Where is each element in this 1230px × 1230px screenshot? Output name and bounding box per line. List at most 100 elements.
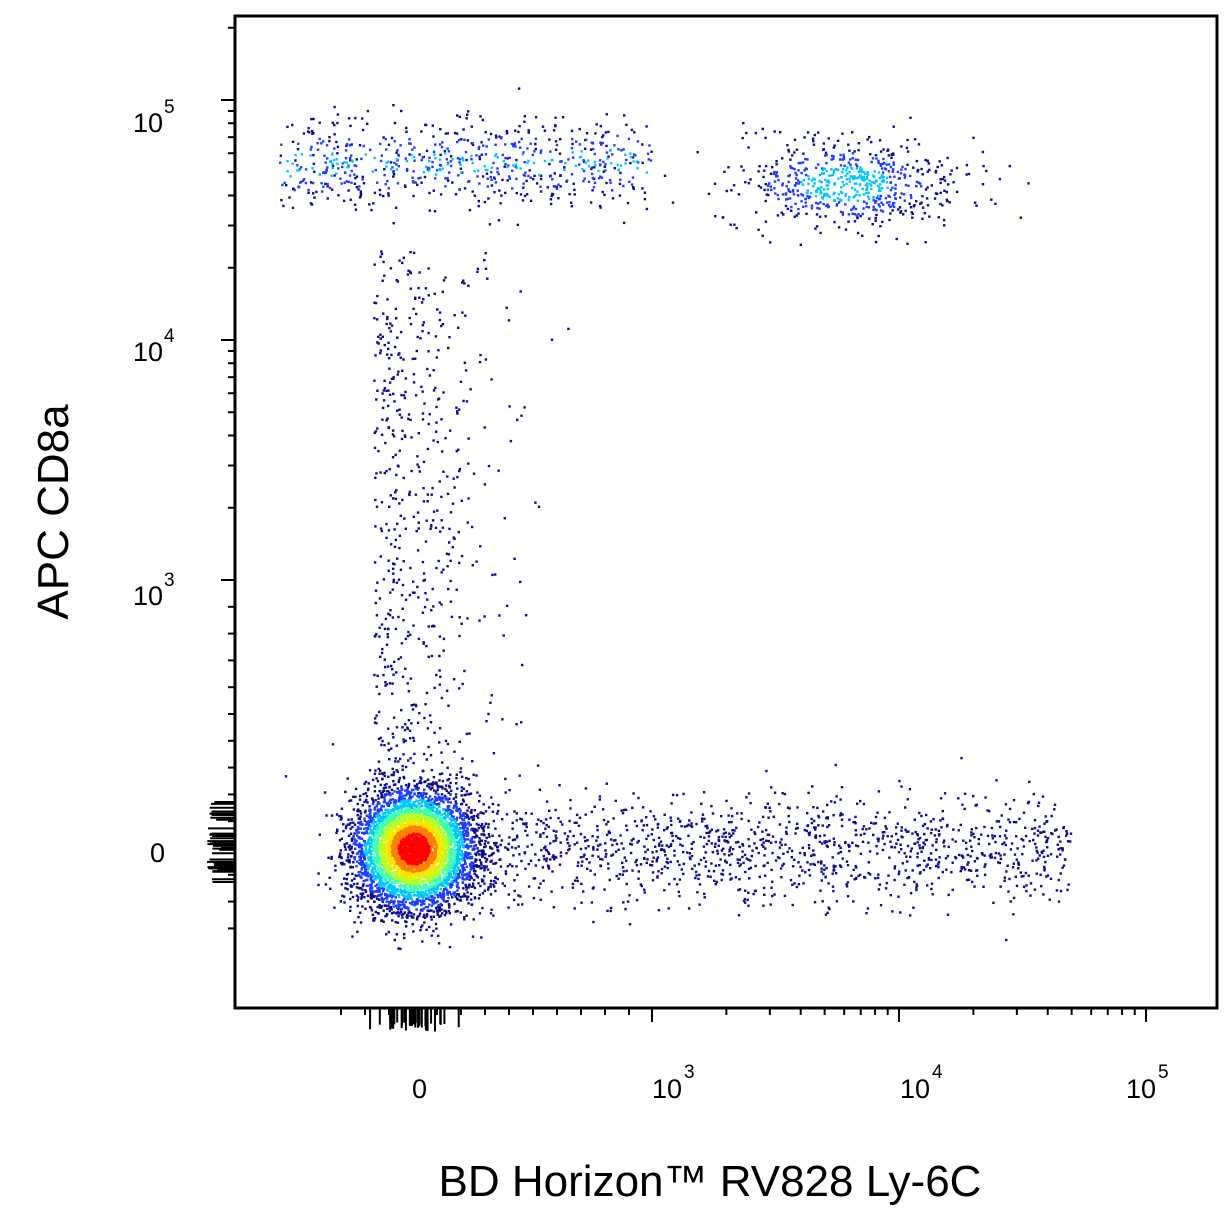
event-dot	[347, 165, 350, 169]
event-dot	[409, 677, 413, 680]
event-dot	[526, 834, 529, 837]
event-dot	[619, 171, 622, 175]
event-dot	[589, 148, 593, 151]
event-dot	[423, 780, 426, 784]
event-dot	[879, 904, 883, 907]
event-dot	[432, 135, 435, 138]
event-dot	[372, 894, 375, 897]
event-dot	[591, 166, 594, 169]
event-dot	[388, 613, 392, 617]
event-dot	[787, 814, 790, 818]
event-dot	[730, 852, 733, 856]
event-dot	[361, 860, 364, 863]
event-dot	[396, 522, 399, 525]
event-dot	[833, 801, 836, 804]
event-dot	[533, 174, 536, 177]
event-dot	[759, 186, 763, 189]
event-dot	[463, 361, 467, 364]
event-dot	[442, 797, 445, 800]
event-dot	[945, 198, 949, 201]
event-dot	[487, 886, 490, 889]
event-dot	[379, 193, 382, 196]
event-dot	[825, 161, 828, 165]
event-dot	[930, 887, 933, 891]
event-dot	[454, 793, 458, 796]
event-dot	[543, 129, 547, 132]
event-dot	[383, 800, 386, 804]
event-dot	[410, 722, 413, 725]
event-dot	[452, 869, 456, 872]
event-dot	[769, 185, 772, 188]
event-dot	[360, 846, 363, 849]
event-dot	[465, 888, 468, 891]
event-dot	[380, 805, 383, 808]
event-dot	[797, 212, 800, 215]
event-dot	[374, 884, 377, 888]
event-dot	[312, 153, 315, 157]
event-dot	[773, 130, 776, 133]
event-dot	[665, 827, 669, 830]
event-dot	[411, 357, 414, 361]
event-dot	[336, 113, 340, 116]
event-dot	[515, 191, 518, 195]
event-dot	[460, 775, 464, 778]
event-dot	[827, 205, 830, 208]
event-dot	[847, 845, 851, 848]
event-dot	[851, 841, 854, 844]
event-dot	[749, 801, 752, 805]
event-dot	[581, 860, 584, 863]
event-dot	[397, 900, 400, 903]
event-dot	[867, 206, 871, 209]
event-dot	[376, 341, 379, 344]
event-dot	[463, 138, 466, 142]
event-dot	[897, 895, 900, 898]
event-dot	[412, 373, 416, 376]
event-dot	[870, 821, 873, 825]
event-dot	[441, 761, 444, 764]
event-dot	[378, 888, 381, 891]
event-dot	[720, 878, 723, 882]
event-dot	[473, 872, 476, 876]
event-dot	[801, 846, 804, 850]
event-dot	[864, 184, 867, 187]
event-dot	[646, 152, 650, 155]
event-dot	[390, 773, 393, 777]
event-dot	[575, 876, 579, 879]
event-dot	[365, 814, 368, 817]
event-dot	[448, 884, 452, 887]
event-dot	[361, 861, 365, 865]
event-dot	[465, 834, 469, 838]
event-dot	[422, 460, 426, 464]
event-dot	[385, 536, 388, 540]
event-dot	[496, 809, 500, 813]
event-dot	[431, 898, 434, 901]
event-dot	[700, 817, 704, 820]
event-dot	[396, 336, 399, 339]
event-dot	[734, 876, 738, 879]
event-dot	[408, 316, 411, 320]
event-dot	[445, 809, 448, 812]
event-dot	[349, 821, 352, 825]
event-dot	[333, 906, 336, 909]
event-dot	[785, 198, 788, 201]
event-dot	[795, 173, 798, 177]
event-dot	[678, 894, 681, 898]
event-dot	[656, 826, 660, 829]
event-dot	[449, 164, 453, 168]
event-dot	[552, 829, 555, 833]
event-dot	[431, 784, 434, 787]
event-dot	[438, 601, 441, 604]
event-dot	[846, 895, 850, 898]
event-dot	[960, 866, 963, 869]
event-dot	[410, 912, 413, 915]
event-dot	[862, 825, 866, 828]
event-dot	[771, 166, 774, 169]
event-dot	[848, 149, 851, 152]
event-dot	[470, 809, 473, 812]
event-dot	[343, 877, 346, 880]
event-dot	[391, 616, 395, 619]
event-dot	[764, 806, 768, 809]
event-dot	[1032, 838, 1035, 842]
event-dot	[847, 198, 850, 202]
event-dot	[474, 844, 478, 847]
